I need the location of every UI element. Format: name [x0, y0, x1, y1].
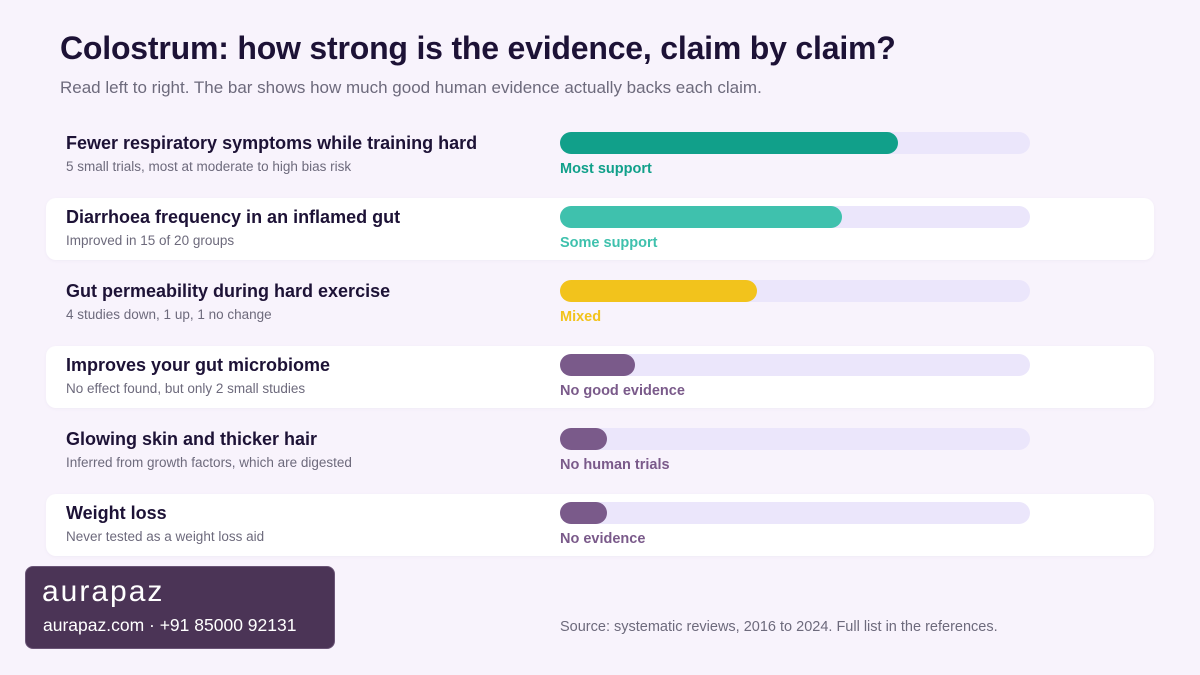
- claim-row: Glowing skin and thicker hair Inferred fr…: [46, 420, 1154, 482]
- claim-note: Improved in 15 of 20 groups: [66, 233, 235, 248]
- evidence-rating: No human trials: [560, 457, 670, 473]
- claim-note: 4 studies down, 1 up, 1 no change: [66, 307, 272, 322]
- claim-label: Weight loss: [66, 503, 167, 523]
- evidence-rating: Most support: [560, 161, 652, 177]
- evidence-bar: [560, 280, 757, 302]
- claim-note: No effect found, but only 2 small studie…: [66, 381, 306, 396]
- claim-row: Diarrhoea frequency in an inflamed gut Im…: [46, 198, 1154, 260]
- claim-label: Glowing skin and thicker hair: [66, 429, 318, 449]
- evidence-bar-track: [560, 132, 1030, 154]
- evidence-bar-track: [560, 206, 1030, 228]
- claim-row: Gut permeability during hard exercise 4 s…: [46, 272, 1154, 334]
- claims-chart: Fewer respiratory symptoms while trainin…: [46, 124, 1154, 568]
- evidence-bar-track: [560, 280, 1030, 302]
- evidence-bar: [560, 354, 635, 376]
- claim-row: Weight loss Never tested as a weight loss…: [46, 494, 1154, 556]
- evidence-bar: [560, 502, 607, 524]
- evidence-bar: [560, 428, 607, 450]
- claim-note: Never tested as a weight loss aid: [66, 529, 265, 544]
- source-note: Source: systematic reviews, 2016 to 2024…: [560, 619, 998, 635]
- evidence-bar-track: [560, 428, 1030, 450]
- chart-subtitle: Read left to right. The bar shows how mu…: [60, 78, 762, 97]
- chart-title: Colostrum: how strong is the evidence, c…: [60, 30, 896, 66]
- claim-label: Diarrhoea frequency in an inflamed gut: [66, 207, 401, 227]
- claim-label: Gut permeability during hard exercise: [66, 281, 391, 301]
- claim-label: Improves your gut microbiome: [66, 355, 331, 375]
- claim-row: Improves your gut microbiome No effect fo…: [46, 346, 1154, 408]
- evidence-rating: No evidence: [560, 531, 646, 547]
- brand-contact: aurapaz.com · +91 85000 92131: [43, 615, 297, 635]
- evidence-bar: [560, 206, 842, 228]
- brand-panel: aurapaz aurapaz.com · +91 85000 92131: [25, 566, 335, 649]
- evidence-bar: [560, 132, 898, 154]
- claim-row: Fewer respiratory symptoms while trainin…: [46, 124, 1154, 186]
- claim-label: Fewer respiratory symptoms while trainin…: [66, 133, 478, 153]
- brand-logo: aurapaz: [42, 575, 165, 608]
- evidence-bar-track: [560, 502, 1030, 524]
- claim-note: 5 small trials, most at moderate to high…: [66, 159, 352, 174]
- evidence-rating: Some support: [560, 235, 658, 251]
- evidence-bar-track: [560, 354, 1030, 376]
- claim-note: Inferred from growth factors, which are …: [66, 455, 352, 470]
- evidence-rating: Mixed: [560, 309, 602, 325]
- evidence-rating: No good evidence: [560, 383, 685, 399]
